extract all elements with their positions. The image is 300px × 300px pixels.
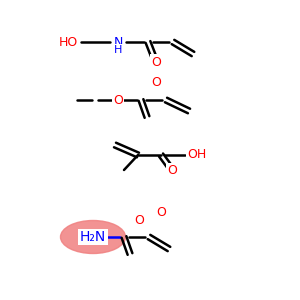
Text: H₂N: H₂N <box>80 230 106 244</box>
Text: O: O <box>151 56 161 68</box>
Text: OH: OH <box>188 148 207 161</box>
Text: N: N <box>113 35 123 49</box>
Text: HO: HO <box>58 35 78 49</box>
Text: H: H <box>114 45 122 55</box>
Text: O: O <box>134 214 144 226</box>
Ellipse shape <box>61 220 125 254</box>
Text: O: O <box>167 164 177 178</box>
Text: O: O <box>151 76 161 89</box>
Text: O: O <box>113 94 123 106</box>
Text: O: O <box>156 206 166 218</box>
